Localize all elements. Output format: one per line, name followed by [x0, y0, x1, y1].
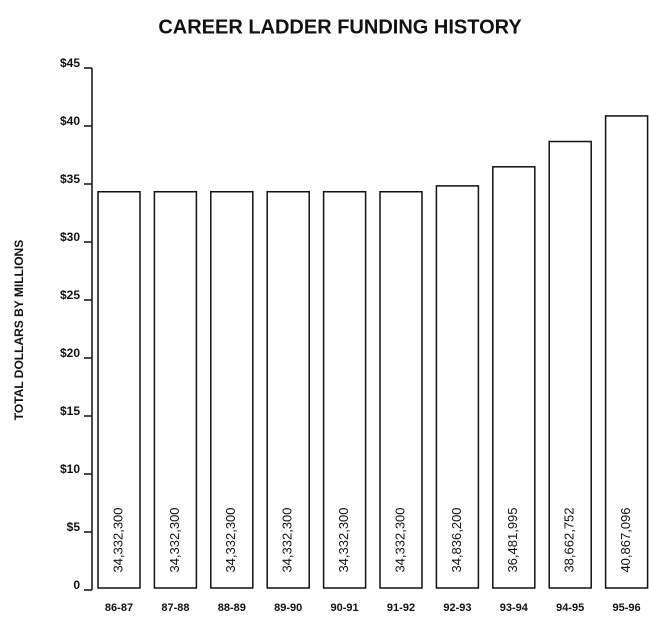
- x-tick-label: 90-91: [331, 602, 359, 614]
- x-tick-label: 95-96: [613, 602, 641, 614]
- bar: [266, 190, 310, 589]
- value-label: 34,332,300: [336, 507, 351, 572]
- y-axis-label: TOTAL DOLLARS BY MILLIONS: [12, 240, 26, 420]
- value-label: 34,836,200: [449, 507, 464, 572]
- y-tick-label: $10: [60, 462, 80, 476]
- x-tick-label: 86-87: [105, 602, 133, 614]
- bar: [435, 185, 480, 589]
- value-label: 34,332,300: [110, 507, 125, 572]
- y-tick-label: $30: [60, 230, 80, 244]
- y-tick-label: 0: [73, 578, 80, 592]
- x-tick-label: 93-94: [500, 602, 529, 614]
- bar: [322, 190, 367, 589]
- bar: [210, 190, 254, 589]
- x-tick-label: 89-90: [274, 602, 302, 614]
- y-tick-label: $40: [60, 114, 80, 128]
- bar: [97, 190, 141, 589]
- value-label: 34,332,300: [223, 507, 238, 572]
- bar: [492, 166, 536, 589]
- value-label: 34,332,300: [392, 507, 407, 572]
- y-tick-label: $45: [60, 56, 80, 70]
- value-label: 36,481,995: [505, 507, 520, 572]
- bar: [548, 140, 592, 589]
- x-tick-label: 88-89: [218, 602, 246, 614]
- bar: [379, 190, 423, 589]
- value-label: 40,867,096: [618, 507, 633, 572]
- chart-title: CAREER LADDER FUNDING HISTORY: [158, 16, 522, 38]
- y-tick-label: $5: [67, 520, 81, 534]
- x-tick-label: 91-92: [387, 602, 415, 614]
- value-label: 34,332,300: [167, 507, 182, 572]
- value-label: 38,662,752: [562, 507, 577, 572]
- y-tick-label: $25: [60, 288, 80, 302]
- x-tick-label: 87-88: [161, 602, 189, 614]
- y-tick-label: $15: [60, 404, 80, 418]
- y-tick-label: $20: [60, 346, 80, 360]
- x-tick-label: 92-93: [443, 602, 471, 614]
- x-tick-label: 94-95: [556, 602, 584, 614]
- y-tick-label: $35: [60, 172, 80, 186]
- bar: [604, 115, 649, 589]
- bar: [153, 190, 198, 589]
- value-label: 34,332,300: [280, 507, 295, 572]
